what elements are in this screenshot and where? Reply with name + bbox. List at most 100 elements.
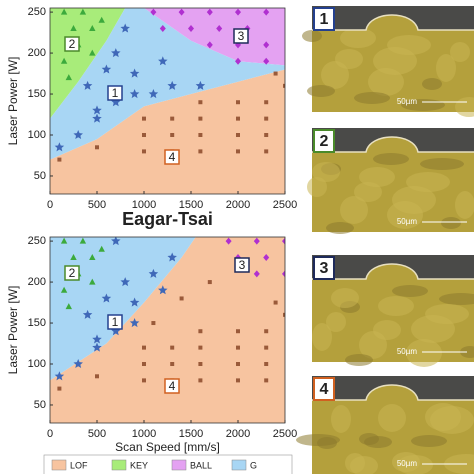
grain [312,323,332,351]
point [111,97,121,107]
point [92,342,102,352]
point [198,116,203,121]
point [89,24,96,31]
point [92,105,102,115]
grain [340,196,368,224]
region [50,8,126,119]
region-label-box [107,314,123,330]
point [198,149,203,154]
point [101,64,112,74]
point [198,345,203,350]
grain [331,288,359,308]
region-label-box [64,265,80,281]
point [195,80,206,90]
grain [359,331,387,359]
y-tick-label: 250 [28,6,46,18]
grain [331,405,351,433]
point [206,41,213,49]
scale-label: 50µm [397,97,418,106]
point [207,280,212,285]
x-tick-label: 0 [47,428,53,440]
grain [430,406,474,434]
legend-label: LOF [70,460,88,470]
grain [392,285,428,297]
point [120,277,130,287]
point [198,133,203,138]
point [264,149,269,154]
grain [441,217,461,229]
grain [373,153,409,165]
scale-label: 50µm [397,459,418,468]
grain [326,312,346,332]
micrograph-label-box [313,7,335,31]
point [273,300,278,305]
grain [455,191,474,219]
melt-track [312,376,474,400]
point [236,100,240,105]
grain [350,456,378,474]
legend-label: BALL [190,460,212,470]
region [144,8,285,66]
point [151,321,156,326]
point [142,149,146,154]
y-tick-label: 100 [28,129,46,141]
point [129,297,140,307]
point [73,359,83,369]
point [129,89,140,99]
point [60,57,68,64]
y-axis-title: Laser Power [W] [6,286,20,375]
point [263,41,270,49]
region-label-box [234,257,250,273]
melt-edge [312,14,474,31]
point [236,345,240,350]
point [263,8,270,16]
point [57,386,62,391]
point [142,345,146,350]
grain [307,177,327,197]
x-tick-label: 500 [88,199,106,211]
x-tick-label: 2000 [226,199,250,211]
point [253,270,260,278]
point [179,296,184,301]
legend-swatch [231,459,247,471]
point [263,57,270,65]
melt-track [312,6,474,30]
point [170,133,175,138]
x-tick-label: 1000 [132,199,156,211]
point [198,329,203,334]
point [273,71,278,76]
plot-frame [49,236,286,424]
point [111,326,121,336]
plot-frame [49,7,286,195]
point [283,83,285,88]
region-label: 1 [112,315,119,329]
region-label: 3 [239,258,246,272]
grain [422,78,442,90]
point [198,100,203,105]
scale-label: 50µm [397,347,418,356]
point [170,362,175,367]
point [60,286,68,293]
point [198,362,203,367]
plot-area [50,8,285,194]
micrograph-label-box [313,256,335,280]
point [129,318,140,328]
point [79,237,87,244]
region-label-box [107,85,123,101]
legend-swatch [51,459,67,471]
point [235,8,241,16]
grain [307,85,335,97]
point [92,113,102,123]
grain [439,293,474,305]
point [225,237,232,245]
region-label: 2 [69,37,76,51]
chart-title: Eagar-Tsai [122,209,213,229]
point [170,116,175,121]
point [159,24,166,32]
point [89,253,96,260]
point [236,378,240,383]
point [264,329,269,334]
y-tick-label: 200 [28,276,46,288]
legend-swatch [111,459,127,471]
